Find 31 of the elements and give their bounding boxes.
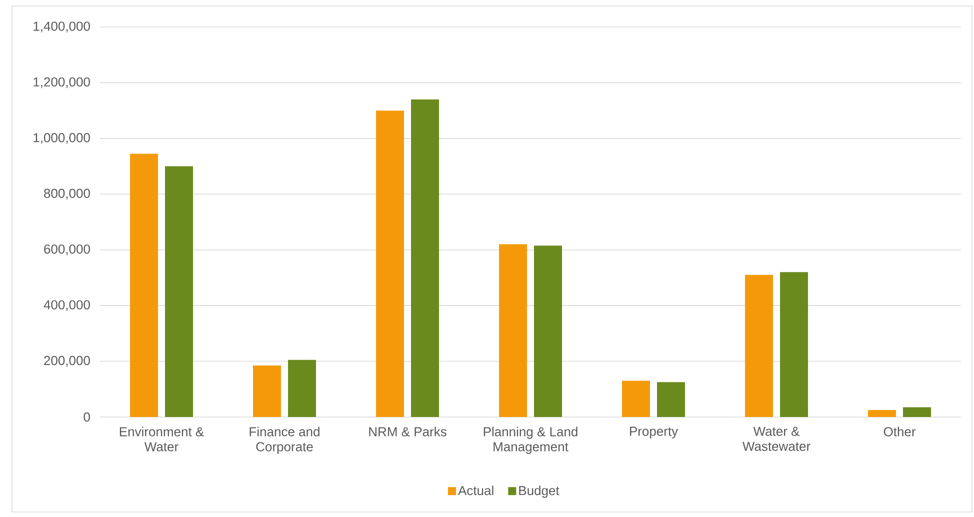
bar (376, 110, 404, 417)
bar (657, 382, 686, 417)
x-tick-label: Property (630, 426, 678, 438)
y-tick-label: 1,000,000 (34, 133, 90, 144)
bar (165, 166, 194, 417)
x-tick-label: Water & Wastewater (742, 426, 810, 451)
x-tick-label: Finance and Corporate (250, 426, 320, 454)
bar (622, 380, 650, 417)
bar (288, 360, 316, 417)
bar (780, 272, 808, 417)
bar (745, 274, 774, 417)
x-tick-label: Other (884, 426, 916, 436)
y-tick-label: 1,400,000 (34, 22, 90, 32)
x-tick-label: Planning & Land Management (484, 426, 578, 454)
y-tick-label: 600,000 (44, 244, 90, 256)
bar (130, 154, 158, 417)
y-tick-label: 200,000 (44, 356, 90, 367)
x-tick-label: Environment & Water (120, 426, 204, 452)
bar (534, 246, 562, 417)
y-tick-label: 800,000 (44, 188, 90, 200)
legend-label: Actual (458, 486, 494, 496)
bar (499, 244, 528, 417)
legend-label: Budget (519, 486, 560, 498)
y-tick-label: 1,200,000 (34, 77, 90, 88)
y-tick-label: 0 (84, 412, 90, 422)
x-tick-label: NRM & Parks (369, 426, 446, 436)
bar (253, 365, 282, 417)
bar (903, 407, 932, 417)
y-tick-label: 400,000 (44, 300, 90, 311)
bar (411, 99, 440, 417)
bar (868, 410, 896, 417)
